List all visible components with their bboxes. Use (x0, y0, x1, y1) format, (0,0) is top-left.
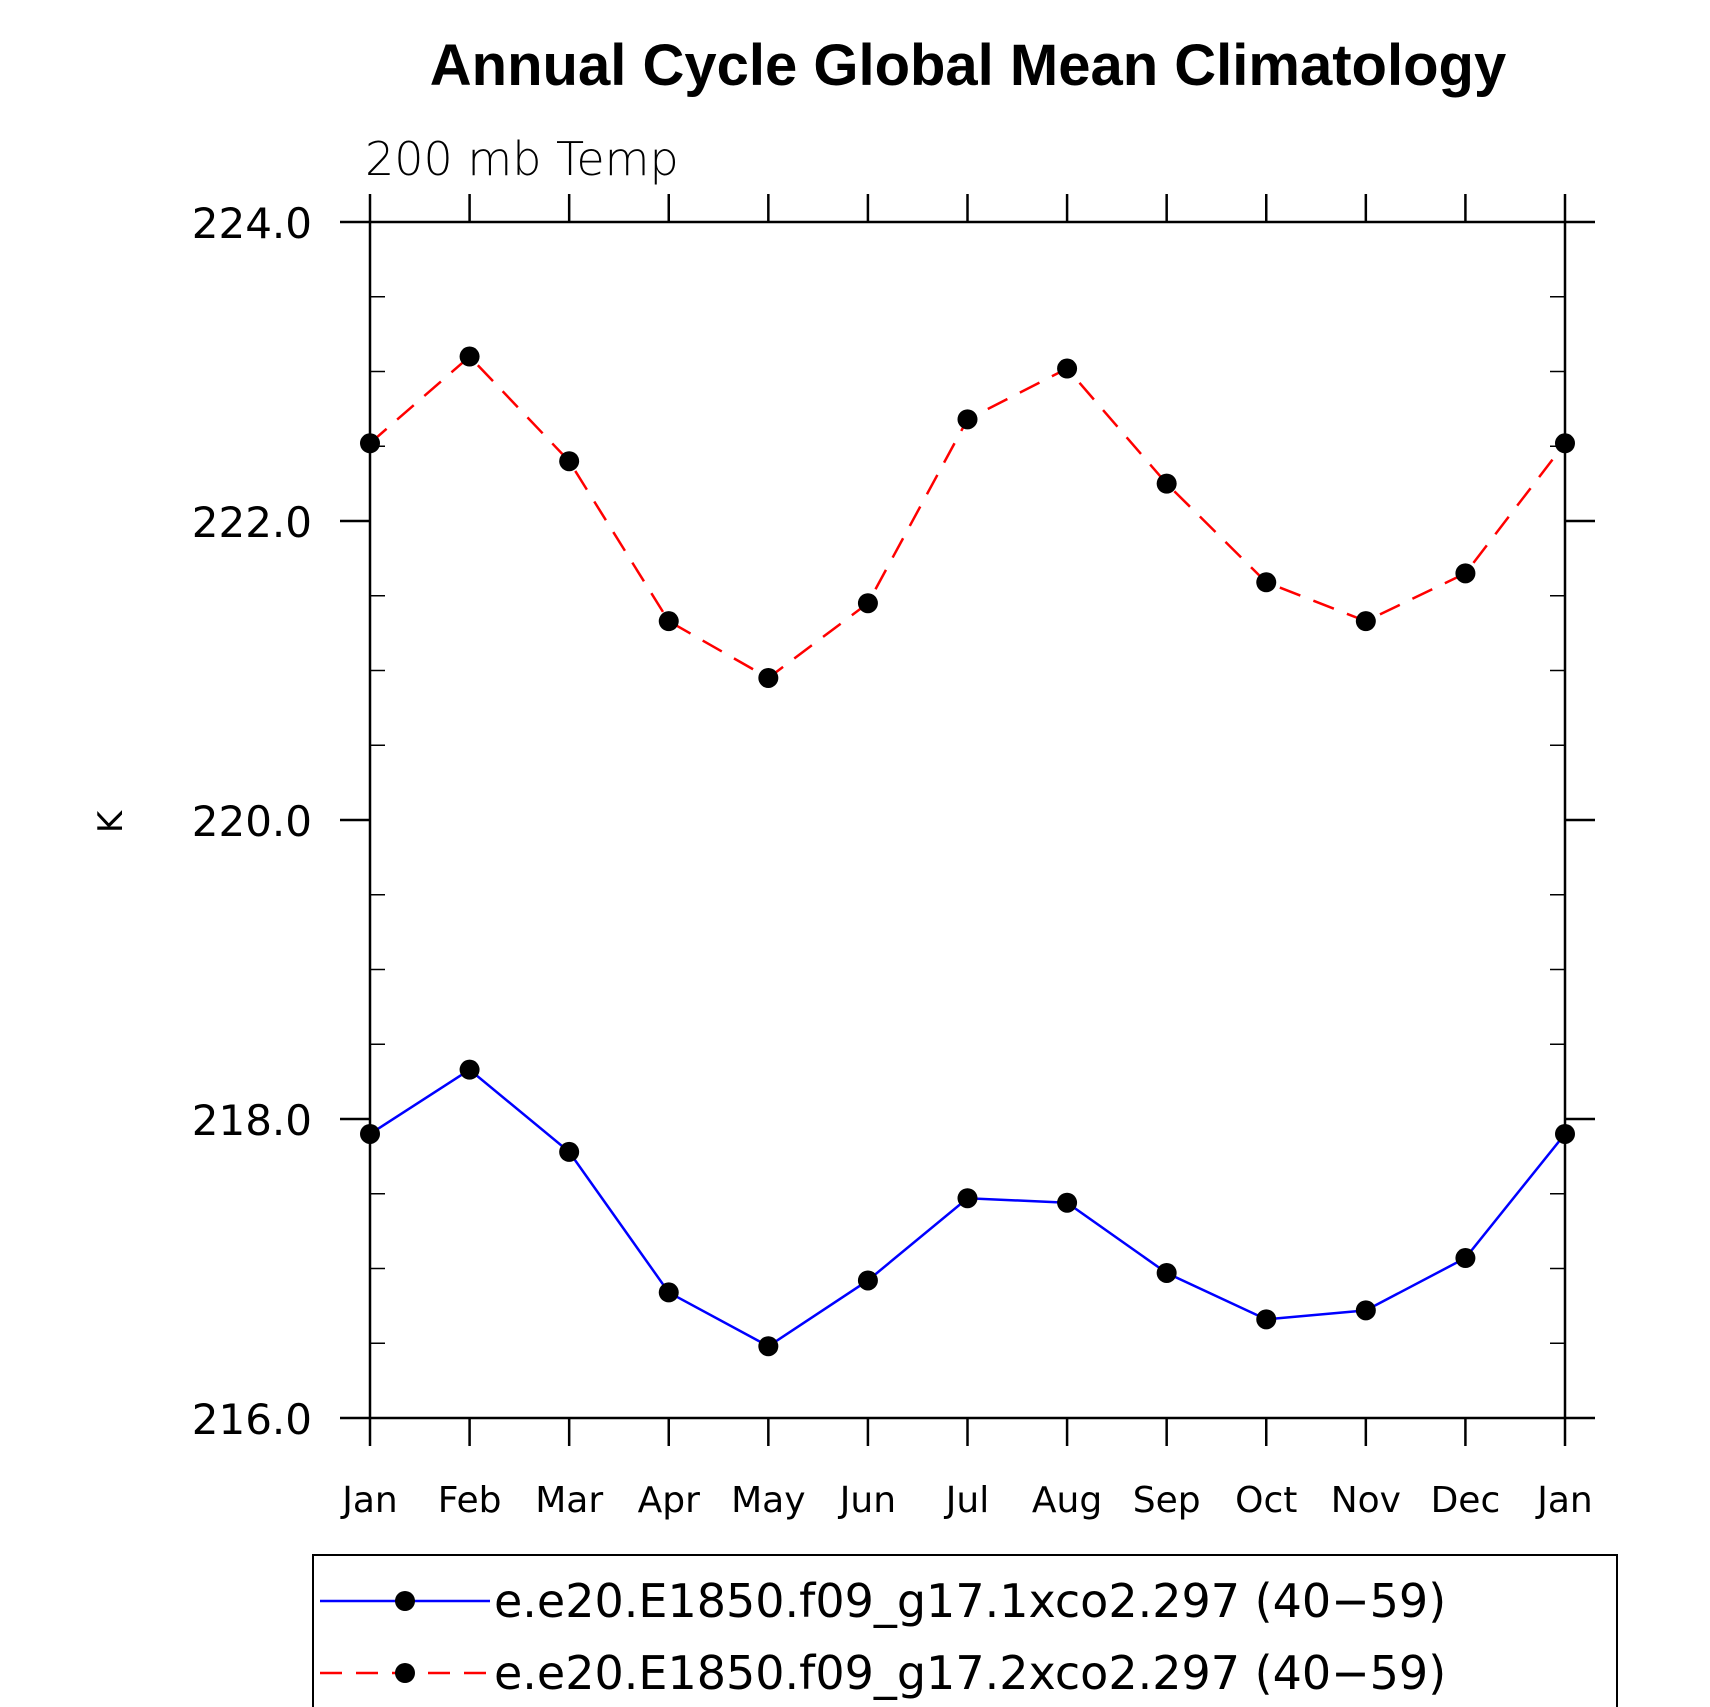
x-tick-label: Oct (1235, 1480, 1297, 1521)
plot-frame (368, 220, 1567, 1420)
data-point-series-1 (559, 1141, 580, 1162)
x-tick-label: Sep (1133, 1480, 1201, 1521)
data-point-series-2 (1355, 611, 1376, 632)
y-axis-label: K (91, 809, 131, 833)
y-axis-tick-labels: 216.0 218.0 220.0 222.0 224.0 (192, 199, 312, 1444)
x-tick-label: Apr (638, 1480, 700, 1521)
y-tick-label: 220.0 (192, 797, 312, 846)
data-point-series-1 (360, 1123, 380, 1144)
data-point-series-2 (1156, 473, 1177, 494)
data-point-series-2 (658, 611, 679, 632)
data-point-series-2 (857, 593, 878, 614)
y-tick-label: 224.0 (192, 199, 312, 248)
x-tick-label: May (731, 1480, 805, 1521)
data-point-series-2 (1455, 563, 1476, 584)
chart-title: Annual Cycle Global Mean Climatology (430, 33, 1506, 98)
x-tick-label: Jan (1535, 1480, 1593, 1521)
data-point-series-2 (559, 451, 580, 472)
x-tick-label: Jul (944, 1480, 989, 1521)
data-point-series-1 (1555, 1123, 1575, 1144)
data-point-series-2 (1555, 433, 1575, 454)
legend-marker-series-1 (395, 1591, 415, 1611)
legend-marker-series-2 (395, 1663, 415, 1683)
data-point-series-1 (957, 1188, 978, 1209)
data-point-series-2 (459, 346, 480, 367)
data-point-series-1 (658, 1282, 679, 1303)
y-tick-label: 222.0 (192, 498, 312, 547)
data-point-series-1 (1455, 1248, 1476, 1269)
data-point-series-1 (758, 1336, 779, 1357)
x-tick-label: Dec (1431, 1480, 1501, 1521)
legend-label-series-2: e.e20.E1850.f09_g17.2xco2.297 (40−59) (494, 1646, 1446, 1700)
chart-subtitle: 200 mb Temp (365, 132, 679, 186)
data-point-series-2 (758, 667, 779, 688)
x-tick-label: Aug (1032, 1480, 1102, 1521)
data-point-series-2 (957, 409, 978, 430)
y-tick-label: 216.0 (192, 1395, 312, 1444)
x-tick-label: Nov (1331, 1480, 1401, 1521)
x-tick-label: Feb (438, 1480, 502, 1521)
data-point-series-2 (360, 433, 380, 454)
series-layer (360, 346, 1575, 1357)
data-point-series-1 (1156, 1262, 1177, 1283)
legend-label-series-1: e.e20.E1850.f09_g17.1xco2.297 (40−59) (494, 1574, 1446, 1628)
plot-area-border (368, 220, 1567, 1420)
series-line-2 (369, 354, 1566, 680)
y-tick-label: 218.0 (192, 1096, 312, 1145)
data-point-series-2 (1057, 358, 1078, 379)
data-point-series-1 (1355, 1300, 1376, 1321)
x-axis-tick-labels: Jan Feb Mar Apr May Jun Jul Aug Sep Oct Nov Dec Jan (340, 1480, 1593, 1521)
x-tick-label: Jan (340, 1480, 398, 1521)
axis-ticks (340, 194, 1595, 1446)
x-tick-label: Mar (535, 1480, 603, 1521)
data-point-series-1 (459, 1059, 480, 1080)
data-point-series-2 (1256, 572, 1277, 593)
legend-box (312, 1554, 1618, 1707)
data-point-series-1 (857, 1270, 878, 1291)
x-tick-label: Jun (838, 1480, 896, 1521)
data-point-series-1 (1057, 1192, 1078, 1213)
data-point-series-1 (1256, 1309, 1277, 1330)
legend: e.e20.E1850.f09_g17.1xco2.297 (40−59) e.… (312, 1554, 1618, 1707)
